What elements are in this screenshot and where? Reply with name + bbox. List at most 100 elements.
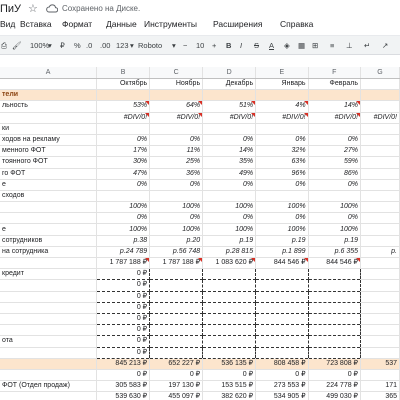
- data-cell[interactable]: [360, 347, 400, 359]
- data-cell[interactable]: 0 ₽: [96, 346, 151, 359]
- data-cell[interactable]: [149, 279, 204, 292]
- data-cell[interactable]: 100%: [255, 201, 309, 214]
- data-cell[interactable]: [308, 123, 362, 135]
- data-cell[interactable]: 0%: [202, 179, 257, 191]
- data-cell[interactable]: [307, 335, 362, 348]
- data-cell[interactable]: [149, 312, 204, 326]
- data-cell[interactable]: р.28 815: [202, 246, 257, 259]
- month-cell[interactable]: Февраль: [308, 78, 362, 91]
- data-cell[interactable]: 0%: [308, 179, 362, 191]
- data-cell[interactable]: 100%: [149, 201, 204, 214]
- data-cell[interactable]: 64%: [149, 100, 204, 113]
- data-cell[interactable]: 652 227 ₽: [149, 358, 204, 370]
- data-cell[interactable]: 0%: [149, 134, 204, 147]
- data-cell[interactable]: 723 808 ₽: [308, 358, 362, 370]
- data-cell[interactable]: 0%: [202, 134, 257, 147]
- data-cell[interactable]: [202, 190, 257, 203]
- data-cell[interactable]: #DIV/0!: [96, 112, 151, 124]
- document-title[interactable]: ПиУ: [0, 3, 22, 15]
- data-cell[interactable]: [255, 346, 309, 359]
- data-cell[interactable]: 0%: [96, 134, 151, 147]
- column-header-d[interactable]: D: [202, 67, 257, 79]
- data-cell[interactable]: [255, 190, 309, 203]
- row-label-cell[interactable]: кредит: [0, 268, 98, 281]
- data-cell[interactable]: #DIV/0!: [360, 112, 400, 124]
- row-label-cell[interactable]: льность: [0, 100, 98, 113]
- data-cell[interactable]: 0 ₽: [255, 369, 309, 382]
- data-cell[interactable]: [360, 279, 400, 292]
- row-label-cell[interactable]: тоянного ФОТ: [0, 156, 98, 169]
- row-label-cell[interactable]: ота: [0, 335, 98, 348]
- row-label-cell[interactable]: го ФОТ: [0, 168, 98, 180]
- data-cell[interactable]: [360, 100, 400, 113]
- data-cell[interactable]: 100%: [149, 223, 204, 236]
- data-cell[interactable]: [360, 291, 400, 303]
- data-cell[interactable]: 537: [360, 358, 400, 370]
- menu-format[interactable]: Формат: [62, 19, 93, 29]
- data-cell[interactable]: 171: [360, 380, 400, 393]
- data-cell[interactable]: #DIV/0!: [149, 112, 204, 124]
- data-cell[interactable]: #DIV/0!: [202, 112, 257, 124]
- data-cell[interactable]: [96, 123, 151, 135]
- data-cell[interactable]: 539 630 ₽: [96, 391, 151, 400]
- data-cell[interactable]: 0 ₽: [96, 268, 151, 281]
- row-label-cell[interactable]: ки: [0, 123, 98, 135]
- data-cell[interactable]: [255, 312, 309, 326]
- data-cell[interactable]: 32%: [255, 145, 309, 158]
- data-cell[interactable]: 51%: [202, 100, 257, 113]
- text-rotation-icon[interactable]: ↗: [382, 41, 389, 50]
- borders-icon[interactable]: ▦: [298, 41, 306, 50]
- data-cell[interactable]: [360, 313, 400, 326]
- data-cell[interactable]: [360, 168, 400, 180]
- merge-cells-icon[interactable]: ⊞: [312, 41, 319, 50]
- data-cell[interactable]: [255, 268, 309, 281]
- data-cell[interactable]: 17%: [96, 145, 151, 158]
- data-cell[interactable]: [202, 346, 257, 359]
- data-cell[interactable]: 59%: [308, 156, 362, 169]
- data-cell[interactable]: 100%: [308, 201, 362, 214]
- data-cell[interactable]: [149, 290, 204, 303]
- data-cell[interactable]: 100%: [202, 223, 257, 236]
- fill-color-icon[interactable]: ◈: [284, 41, 290, 50]
- data-cell[interactable]: 14%: [308, 100, 362, 113]
- data-cell[interactable]: [307, 312, 362, 326]
- month-cell[interactable]: [360, 78, 400, 91]
- data-cell[interactable]: 844 546 ₽: [255, 257, 309, 270]
- row-label-cell[interactable]: [0, 347, 98, 359]
- row-label-cell[interactable]: ходов на рекламу: [0, 134, 98, 147]
- data-cell[interactable]: 0%: [202, 212, 257, 225]
- data-cell[interactable]: 0 ₽: [149, 369, 204, 382]
- font-size-decrease-icon[interactable]: −: [183, 41, 188, 50]
- data-cell[interactable]: [255, 279, 309, 292]
- data-cell[interactable]: [360, 179, 400, 191]
- data-cell[interactable]: [307, 279, 362, 292]
- data-cell[interactable]: [149, 190, 204, 203]
- menu-help[interactable]: Справка: [280, 19, 314, 29]
- data-cell[interactable]: 100%: [96, 223, 151, 236]
- data-cell[interactable]: 197 130 ₽: [149, 380, 204, 393]
- data-cell[interactable]: 11%: [149, 145, 204, 158]
- data-cell[interactable]: [360, 123, 400, 135]
- data-cell[interactable]: 14%: [202, 145, 257, 158]
- data-cell[interactable]: 224 778 ₽: [308, 380, 362, 393]
- row-label-cell[interactable]: е: [0, 223, 98, 236]
- data-cell[interactable]: 844 546 ₽: [308, 257, 362, 270]
- data-cell[interactable]: 0 ₽: [202, 369, 257, 382]
- data-cell[interactable]: 100%: [96, 201, 151, 214]
- data-cell[interactable]: 96%: [255, 168, 309, 180]
- row-label-cell[interactable]: сходов: [0, 190, 98, 203]
- data-cell[interactable]: [307, 290, 362, 303]
- data-cell[interactable]: [149, 89, 204, 102]
- data-cell[interactable]: 0%: [96, 212, 151, 225]
- row-label-cell[interactable]: на сотрудника: [0, 246, 98, 259]
- data-cell[interactable]: 1 787 188 ₽: [96, 257, 151, 270]
- data-cell[interactable]: [307, 324, 362, 337]
- data-cell[interactable]: 49%: [202, 168, 257, 180]
- data-cell[interactable]: 365: [360, 391, 400, 400]
- data-cell[interactable]: 0%: [308, 212, 362, 225]
- data-cell[interactable]: [360, 302, 400, 314]
- data-cell[interactable]: 100%: [308, 223, 362, 236]
- month-cell[interactable]: Октябрь: [96, 78, 151, 91]
- data-cell[interactable]: [360, 212, 400, 225]
- data-cell[interactable]: 53%: [96, 100, 151, 113]
